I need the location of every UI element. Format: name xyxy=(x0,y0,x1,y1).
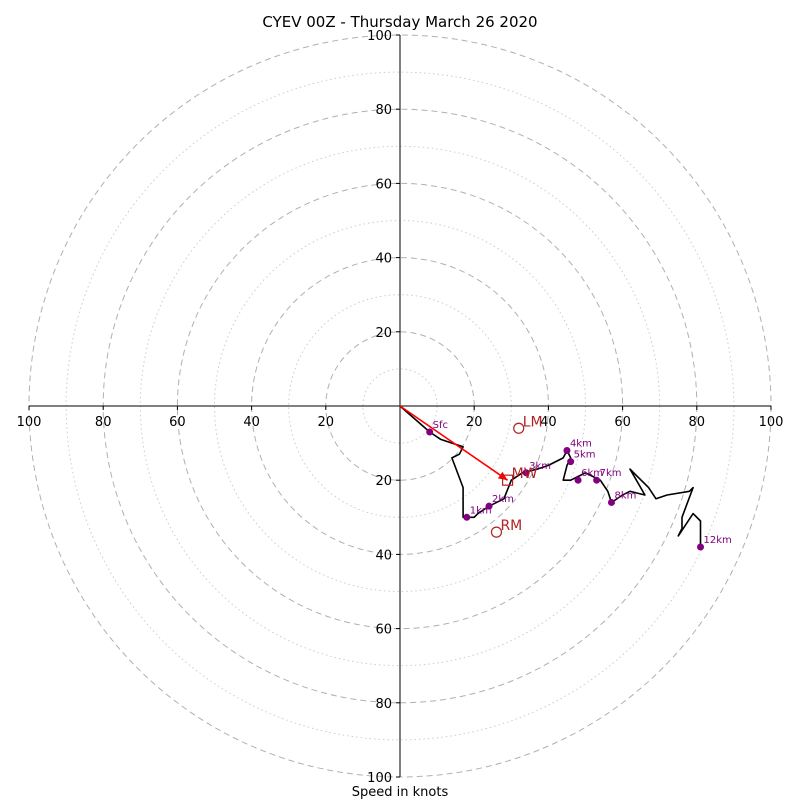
height-marker-point-1km xyxy=(463,513,471,521)
height-marker-point-8km xyxy=(607,498,615,506)
motion-marker-lm xyxy=(513,422,525,434)
motion-marker-rm xyxy=(490,526,503,538)
height-marker-label-3km: 3km xyxy=(529,461,551,472)
y-tick-label-bottom-1: 40 xyxy=(375,548,392,563)
height-marker-label-7km: 7km xyxy=(600,468,622,479)
height-marker-point-7km xyxy=(593,476,601,484)
x-tick-label-right-1: 40 xyxy=(540,415,557,430)
axis-ticks: 100 80 60 40 20 20 40 60 80 100 100 80 60 40 20 20 40 60 8… xyxy=(17,29,784,786)
x-tick-label-right-2: 60 xyxy=(614,415,631,430)
motion-label-mw: MW xyxy=(512,466,538,482)
height-marker-label-8km: 8km xyxy=(614,490,636,501)
x-tick-label-right-4: 100 xyxy=(759,415,784,430)
height-marker-point-5km xyxy=(567,458,575,466)
y-tick-label-top-2: 60 xyxy=(375,177,392,192)
height-marker-point-2km xyxy=(485,502,493,510)
wind-trace-line xyxy=(399,405,702,547)
y-tick-label-bottom-0: 20 xyxy=(375,474,392,489)
height-marker-label-1km: 1km xyxy=(470,505,492,516)
y-tick-label-top-0: 100 xyxy=(367,29,392,44)
x-tick-label-left-1: 80 xyxy=(95,415,112,430)
x-tick-label-right-3: 80 xyxy=(689,415,706,430)
x-tick-label-right-0: 20 xyxy=(466,415,483,430)
motion-label-rm: RM xyxy=(500,518,522,534)
height-marker-point-6km xyxy=(574,476,582,484)
y-tick-label-top-1: 80 xyxy=(375,103,392,118)
x-axis-label: Speed in knots xyxy=(352,785,449,800)
height-marker-label-12km: 12km xyxy=(704,535,732,546)
y-tick-label-bottom-3: 80 xyxy=(375,697,392,712)
y-tick-label-bottom-4: 100 xyxy=(367,771,392,786)
y-tick-label-bottom-2: 60 xyxy=(375,623,392,638)
height-marker-point-sfc xyxy=(426,428,434,436)
motion-marker-mw xyxy=(501,474,514,486)
x-tick-label-left-4: 20 xyxy=(318,415,335,430)
height-marker-point-4km xyxy=(563,447,571,455)
y-tick-label-top-3: 40 xyxy=(375,252,392,267)
chart-title: CYEV 00Z - Thursday March 26 2020 xyxy=(262,13,537,31)
motion-label-lm: LM xyxy=(523,414,543,430)
storm-motions: LM MW RM xyxy=(490,414,543,538)
height-marker-label-sfc: Sfc xyxy=(433,420,448,431)
height-marker-label-6km: 6km xyxy=(581,468,603,479)
height-marker-point-12km xyxy=(697,543,705,551)
x-tick-label-left-3: 40 xyxy=(243,415,260,430)
height-marker-point-3km xyxy=(522,469,530,477)
y-tick-label-top-4: 20 xyxy=(375,326,392,341)
x-tick-label-left-2: 60 xyxy=(169,415,186,430)
height-marker-label-5km: 5km xyxy=(574,450,596,461)
height-marker-label-2km: 2km xyxy=(492,494,514,505)
shear-vector-line xyxy=(399,405,509,481)
x-tick-label-left-0: 100 xyxy=(17,415,42,430)
height-marker-label-4km: 4km xyxy=(570,439,592,450)
